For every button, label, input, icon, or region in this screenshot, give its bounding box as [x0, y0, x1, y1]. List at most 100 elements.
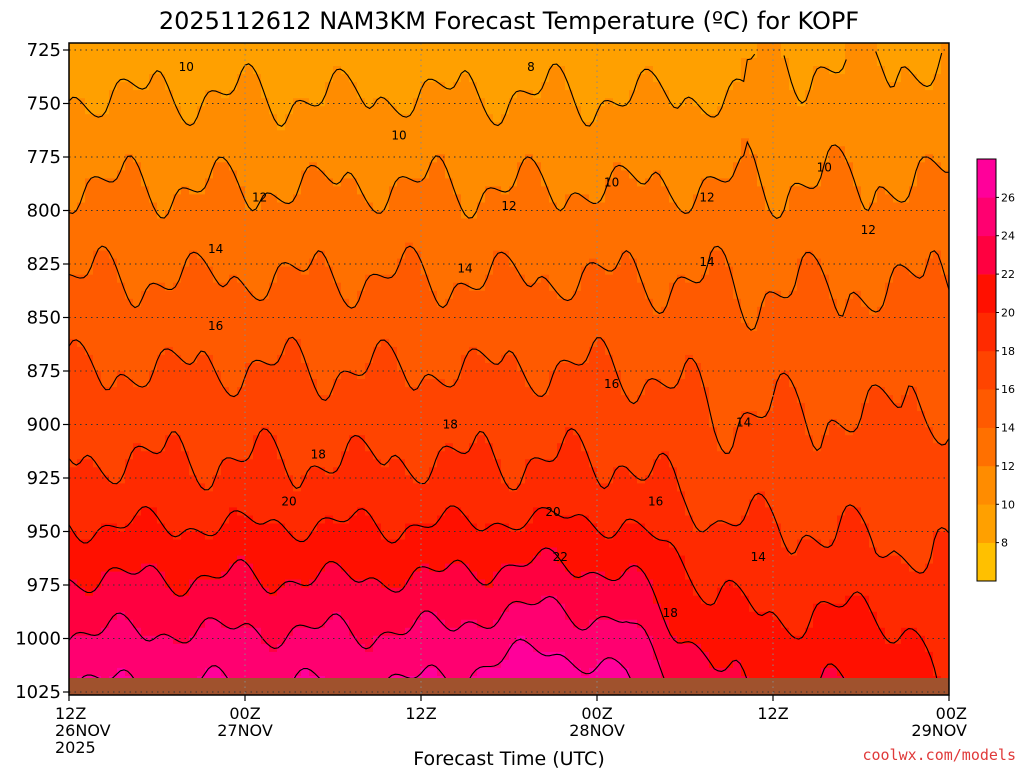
band-cell	[293, 475, 302, 484]
band-cell	[485, 651, 494, 661]
band-cell	[253, 595, 262, 605]
band-cell	[237, 130, 246, 139]
band-cell	[93, 282, 102, 292]
band-cell	[157, 475, 166, 484]
band-cell	[541, 330, 550, 340]
band-cell	[405, 106, 414, 115]
band-cell	[453, 258, 462, 268]
band-cell	[525, 419, 534, 428]
band-cell	[477, 651, 486, 661]
band-cell	[557, 314, 566, 324]
band-cell	[429, 379, 438, 388]
band-cell	[189, 419, 198, 428]
band-cell	[477, 531, 486, 541]
band-cell	[69, 563, 78, 573]
band-cell	[485, 571, 494, 581]
band-cell	[533, 659, 542, 669]
band-cell	[349, 419, 358, 428]
band-cell	[373, 603, 382, 613]
band-cell	[349, 499, 358, 508]
band-cell	[429, 90, 438, 99]
band-cell	[229, 579, 238, 589]
band-cell	[461, 435, 470, 444]
band-cell	[389, 218, 398, 228]
band-cell	[557, 114, 566, 123]
band-cell	[333, 603, 342, 613]
band-cell	[389, 43, 398, 59]
band-cell	[509, 146, 518, 155]
band-cell	[309, 483, 318, 492]
band-cell	[405, 122, 414, 131]
band-cell	[501, 98, 510, 107]
band-cell	[253, 250, 262, 260]
band-cell	[357, 170, 366, 179]
band-cell	[397, 266, 406, 276]
band-cell	[453, 587, 462, 597]
band-cell	[549, 74, 558, 83]
band-cell	[381, 411, 390, 420]
band-cell	[85, 162, 94, 171]
band-cell	[429, 387, 438, 396]
band-cell	[309, 443, 318, 452]
band-cell	[197, 443, 206, 452]
band-cell	[149, 555, 158, 565]
band-cell	[85, 130, 94, 139]
band-cell	[237, 242, 246, 252]
band-cell	[325, 411, 334, 420]
band-cell	[237, 250, 246, 260]
band-cell	[269, 130, 278, 139]
band-cell	[381, 146, 390, 155]
band-cell	[261, 451, 270, 460]
band-cell	[309, 651, 318, 661]
band-cell	[293, 234, 302, 244]
band-cell	[509, 98, 518, 107]
band-cell	[445, 595, 454, 605]
band-cell	[421, 459, 430, 468]
band-cell	[93, 403, 102, 412]
band-cell	[437, 106, 446, 115]
band-cell	[253, 106, 262, 115]
band-cell	[357, 114, 366, 123]
band-cell	[69, 539, 78, 549]
band-cell	[437, 178, 446, 187]
band-cell	[85, 435, 94, 444]
band-cell	[445, 43, 454, 59]
band-cell	[325, 563, 334, 573]
band-cell	[69, 427, 78, 436]
band-cell	[413, 82, 422, 91]
band-cell	[117, 74, 126, 83]
band-cell	[157, 419, 166, 428]
band-cell	[317, 651, 326, 661]
band-cell	[213, 194, 222, 203]
band-cell	[421, 282, 430, 292]
band-cell	[349, 178, 358, 187]
band-cell	[285, 170, 294, 179]
band-cell	[157, 186, 166, 195]
band-cell	[141, 138, 150, 147]
band-cell	[541, 250, 550, 260]
band-cell	[341, 274, 350, 284]
band-cell	[565, 146, 574, 155]
band-cell	[501, 563, 510, 573]
band-cell	[349, 587, 358, 597]
band-cell	[261, 314, 270, 324]
band-cell	[221, 82, 230, 91]
band-cell	[157, 66, 166, 75]
band-cell	[333, 651, 342, 661]
band-cell	[357, 234, 366, 244]
band-cell	[485, 250, 494, 260]
band-cell	[381, 363, 390, 372]
band-cell	[501, 82, 510, 91]
band-cell	[501, 250, 510, 260]
band-cell	[165, 186, 174, 195]
band-cell	[357, 499, 366, 508]
band-cell	[117, 427, 126, 436]
band-cell	[285, 595, 294, 605]
band-cell	[197, 579, 206, 589]
band-cell	[397, 74, 406, 83]
band-cell	[413, 363, 422, 372]
band-cell	[237, 467, 246, 476]
band-cell	[333, 226, 342, 236]
band-cell	[157, 387, 166, 396]
band-cell	[357, 122, 366, 131]
